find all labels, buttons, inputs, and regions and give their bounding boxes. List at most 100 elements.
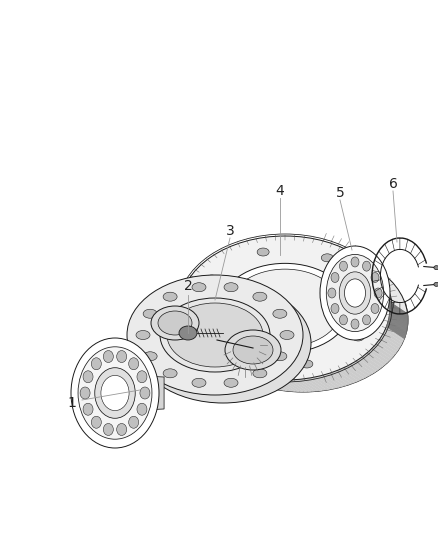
Polygon shape bbox=[347, 365, 368, 378]
Ellipse shape bbox=[352, 333, 364, 341]
Polygon shape bbox=[180, 314, 199, 329]
Ellipse shape bbox=[192, 378, 206, 387]
Ellipse shape bbox=[179, 326, 197, 340]
Ellipse shape bbox=[363, 315, 371, 325]
Polygon shape bbox=[216, 362, 237, 376]
Ellipse shape bbox=[101, 375, 129, 410]
Ellipse shape bbox=[434, 282, 438, 286]
Ellipse shape bbox=[92, 358, 101, 370]
Polygon shape bbox=[181, 319, 200, 334]
Polygon shape bbox=[327, 373, 349, 386]
Polygon shape bbox=[252, 376, 274, 389]
Polygon shape bbox=[356, 359, 377, 373]
Polygon shape bbox=[181, 317, 199, 332]
Polygon shape bbox=[387, 323, 406, 337]
Ellipse shape bbox=[253, 369, 267, 378]
Polygon shape bbox=[249, 376, 270, 389]
Ellipse shape bbox=[273, 352, 287, 361]
Ellipse shape bbox=[198, 248, 408, 392]
Ellipse shape bbox=[163, 369, 177, 378]
Polygon shape bbox=[369, 349, 389, 364]
Ellipse shape bbox=[374, 288, 382, 298]
Polygon shape bbox=[210, 359, 231, 373]
Polygon shape bbox=[245, 375, 267, 387]
Ellipse shape bbox=[224, 282, 238, 292]
Ellipse shape bbox=[163, 292, 177, 301]
Ellipse shape bbox=[180, 236, 390, 380]
Polygon shape bbox=[279, 380, 300, 392]
Polygon shape bbox=[375, 343, 395, 357]
Ellipse shape bbox=[167, 303, 263, 367]
Ellipse shape bbox=[136, 330, 150, 340]
Ellipse shape bbox=[228, 269, 342, 347]
Ellipse shape bbox=[345, 279, 365, 307]
Polygon shape bbox=[283, 380, 304, 392]
Ellipse shape bbox=[331, 272, 339, 282]
Polygon shape bbox=[286, 380, 308, 392]
Polygon shape bbox=[194, 344, 214, 358]
Polygon shape bbox=[350, 363, 371, 376]
Polygon shape bbox=[201, 351, 221, 365]
Polygon shape bbox=[189, 337, 208, 351]
Polygon shape bbox=[290, 379, 312, 392]
Polygon shape bbox=[191, 340, 210, 354]
Polygon shape bbox=[294, 379, 316, 392]
Polygon shape bbox=[263, 378, 285, 391]
Polygon shape bbox=[324, 374, 345, 387]
Polygon shape bbox=[198, 349, 219, 362]
Text: 2: 2 bbox=[184, 279, 192, 293]
Ellipse shape bbox=[143, 352, 157, 361]
Ellipse shape bbox=[117, 423, 127, 435]
Polygon shape bbox=[183, 325, 202, 339]
Polygon shape bbox=[331, 372, 352, 385]
Ellipse shape bbox=[220, 263, 350, 353]
Polygon shape bbox=[309, 377, 331, 390]
Polygon shape bbox=[208, 357, 228, 370]
Ellipse shape bbox=[339, 315, 347, 325]
Ellipse shape bbox=[127, 275, 303, 395]
Text: 4: 4 bbox=[276, 184, 284, 198]
Polygon shape bbox=[260, 378, 281, 391]
Polygon shape bbox=[231, 370, 253, 383]
Polygon shape bbox=[129, 375, 164, 410]
Polygon shape bbox=[213, 360, 234, 374]
Polygon shape bbox=[184, 327, 203, 342]
Polygon shape bbox=[305, 378, 327, 391]
Ellipse shape bbox=[224, 378, 238, 387]
Polygon shape bbox=[187, 335, 207, 349]
Ellipse shape bbox=[237, 354, 249, 362]
Ellipse shape bbox=[129, 358, 139, 370]
Polygon shape bbox=[359, 358, 379, 372]
Polygon shape bbox=[381, 336, 400, 350]
Ellipse shape bbox=[198, 319, 209, 327]
Polygon shape bbox=[386, 326, 405, 340]
Ellipse shape bbox=[135, 283, 311, 403]
Ellipse shape bbox=[137, 371, 147, 383]
Ellipse shape bbox=[225, 330, 281, 370]
Ellipse shape bbox=[140, 387, 150, 399]
Text: 6: 6 bbox=[389, 177, 397, 191]
Ellipse shape bbox=[331, 303, 339, 313]
Ellipse shape bbox=[371, 272, 379, 282]
Text: 3: 3 bbox=[226, 224, 234, 238]
Ellipse shape bbox=[117, 351, 127, 362]
Ellipse shape bbox=[371, 303, 379, 313]
Polygon shape bbox=[382, 333, 401, 348]
Polygon shape bbox=[344, 366, 365, 379]
Ellipse shape bbox=[320, 246, 390, 340]
Polygon shape bbox=[316, 376, 338, 389]
Polygon shape bbox=[364, 353, 384, 368]
Ellipse shape bbox=[151, 306, 199, 340]
Ellipse shape bbox=[253, 292, 267, 301]
Polygon shape bbox=[377, 341, 397, 354]
Polygon shape bbox=[320, 375, 342, 388]
Polygon shape bbox=[337, 369, 359, 383]
Ellipse shape bbox=[328, 288, 336, 298]
Polygon shape bbox=[373, 345, 393, 359]
Ellipse shape bbox=[129, 416, 139, 428]
Polygon shape bbox=[366, 351, 387, 366]
Ellipse shape bbox=[321, 254, 333, 262]
Ellipse shape bbox=[95, 368, 135, 418]
Ellipse shape bbox=[434, 265, 438, 270]
Ellipse shape bbox=[80, 387, 90, 399]
